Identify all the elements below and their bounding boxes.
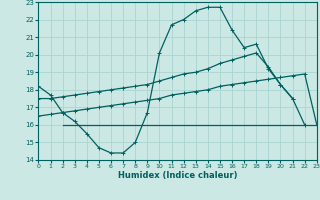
X-axis label: Humidex (Indice chaleur): Humidex (Indice chaleur) — [118, 171, 237, 180]
